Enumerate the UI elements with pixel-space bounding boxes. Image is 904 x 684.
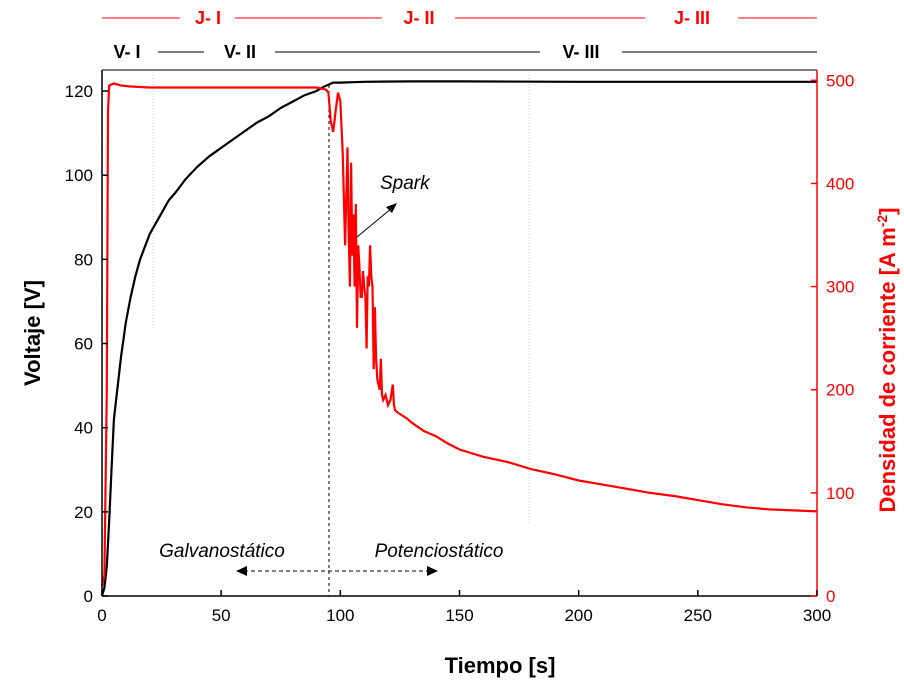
right-axis-title-main: Densidad de corriente [A m <box>875 227 900 512</box>
stage-j-3: J- III <box>674 8 710 28</box>
x-axis-title: Tiempo [s] <box>445 653 556 678</box>
right-axis-title-end: ] <box>875 207 900 214</box>
right-tick-label: 300 <box>826 278 854 297</box>
stage-v-3: V- III <box>562 42 599 62</box>
voltage-series-line <box>100 80 817 597</box>
left-tick-label: 0 <box>84 587 93 606</box>
mode-arrowhead-left <box>236 566 247 576</box>
left-tick-label: 40 <box>74 419 93 438</box>
stage-v-1: V- I <box>113 42 140 62</box>
left-tick-label: 60 <box>74 335 93 354</box>
left-axis-title: Voltaje [V] <box>20 280 45 386</box>
x-tick-label: 200 <box>564 606 592 625</box>
x-axis-ticks: 0 50 100 150 200 250 300 <box>97 590 831 625</box>
spark-arrowhead <box>386 203 397 213</box>
right-axis-ticks: 0 100 200 300 400 500 <box>811 71 854 606</box>
left-tick-label: 100 <box>65 166 93 185</box>
left-axis-ticks: 0 20 40 60 80 100 120 <box>65 82 108 606</box>
x-tick-label: 300 <box>803 606 831 625</box>
left-tick-label: 20 <box>74 503 93 522</box>
right-tick-label: 100 <box>826 484 854 503</box>
plot-frame <box>101 69 818 597</box>
spark-label: Spark <box>380 173 431 194</box>
right-axis-title: Densidad de corriente [A m-2] <box>874 207 900 512</box>
right-axis-title-sup: -2 <box>874 215 890 228</box>
current-series-line <box>100 82 818 586</box>
left-tick-label: 120 <box>65 82 93 101</box>
right-tick-label: 500 <box>826 71 854 90</box>
x-tick-label: 0 <box>97 606 106 625</box>
mode-arrowhead-right <box>427 566 438 576</box>
x-tick-label: 250 <box>684 606 712 625</box>
x-tick-label: 50 <box>212 606 231 625</box>
x-tick-label: 100 <box>326 606 354 625</box>
right-tick-label: 200 <box>826 381 854 400</box>
stage-j-2: J- II <box>403 8 434 28</box>
right-tick-label: 0 <box>826 587 835 606</box>
stage-j-1: J- I <box>195 8 221 28</box>
spark-arrow <box>356 207 393 238</box>
stage-boundaries <box>152 75 530 525</box>
potentiostatic-label: Potenciostático <box>375 541 504 562</box>
right-tick-label: 400 <box>826 174 854 193</box>
left-tick-label: 80 <box>74 250 93 269</box>
stage-v-2: V- II <box>224 42 256 62</box>
x-tick-label: 150 <box>445 606 473 625</box>
galvanostatic-label: Galvanostático <box>159 541 285 562</box>
